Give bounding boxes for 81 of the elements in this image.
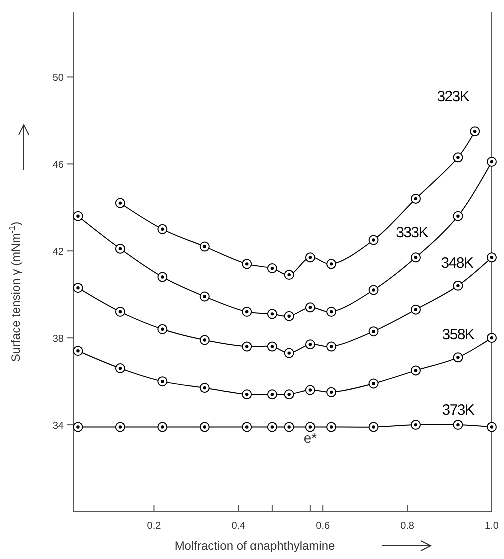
series-label: 323K xyxy=(437,88,470,106)
point xyxy=(267,390,278,400)
point xyxy=(368,326,379,337)
point xyxy=(411,366,421,376)
point xyxy=(242,307,252,317)
annotation: e* xyxy=(304,430,318,446)
point xyxy=(487,157,497,167)
x-tick-label: 0.4 xyxy=(232,521,246,532)
point xyxy=(305,340,316,350)
series-label: 358K xyxy=(442,326,475,344)
series-label: 333K xyxy=(396,224,429,242)
point xyxy=(326,307,337,317)
x-tick-label: 0.2 xyxy=(147,521,162,532)
point xyxy=(487,252,497,263)
y-tick-label: 42 xyxy=(52,247,64,258)
point xyxy=(411,194,421,204)
point xyxy=(200,335,210,346)
point xyxy=(453,352,464,363)
point xyxy=(411,252,421,263)
point xyxy=(453,152,464,163)
point xyxy=(242,390,252,400)
point xyxy=(242,422,252,432)
point xyxy=(368,422,379,432)
point xyxy=(158,422,168,432)
point xyxy=(267,264,278,274)
point xyxy=(73,283,84,294)
point xyxy=(326,387,337,398)
x-tick-label: 0.6 xyxy=(316,521,330,532)
point xyxy=(453,211,464,222)
point xyxy=(326,422,337,432)
x-tick-label: 0.8 xyxy=(400,521,415,532)
point xyxy=(305,252,316,263)
point xyxy=(453,420,464,430)
point xyxy=(200,242,210,252)
point xyxy=(73,422,84,432)
point xyxy=(200,422,210,432)
point xyxy=(305,385,316,396)
point xyxy=(326,259,337,270)
point xyxy=(284,311,294,322)
point xyxy=(267,342,278,352)
point xyxy=(453,280,464,291)
point xyxy=(73,346,84,356)
y-tick-label: 46 xyxy=(52,160,64,172)
point xyxy=(73,211,84,222)
point xyxy=(305,302,316,313)
point xyxy=(368,235,379,246)
point xyxy=(305,422,316,432)
point xyxy=(487,333,497,344)
point xyxy=(242,342,252,352)
point xyxy=(411,304,421,315)
point xyxy=(284,270,294,280)
point xyxy=(158,376,168,387)
point xyxy=(115,198,126,208)
point xyxy=(368,378,379,389)
series-label: 373K xyxy=(442,402,475,420)
point xyxy=(368,285,379,296)
y-tick-label: 50 xyxy=(52,73,64,84)
point xyxy=(487,422,497,432)
point xyxy=(326,342,337,352)
point xyxy=(242,259,252,270)
point xyxy=(470,126,480,137)
point xyxy=(267,422,278,432)
point xyxy=(284,390,294,400)
point xyxy=(115,364,126,374)
point xyxy=(200,383,210,394)
point xyxy=(158,324,168,334)
point xyxy=(158,224,168,234)
point xyxy=(284,348,294,358)
point xyxy=(115,422,126,432)
x-axis-title: Molfraction of αnaphthylamine xyxy=(174,539,336,553)
point xyxy=(411,420,421,430)
y-tick-label: 34 xyxy=(52,421,64,432)
x-tick-label: 1.0 xyxy=(485,521,500,532)
point xyxy=(115,307,126,317)
y-tick-label: 38 xyxy=(52,334,64,346)
point xyxy=(115,244,126,254)
point xyxy=(284,422,294,432)
point xyxy=(200,292,210,302)
point xyxy=(158,272,168,282)
series-label: 348K xyxy=(441,254,474,272)
point xyxy=(267,309,278,320)
